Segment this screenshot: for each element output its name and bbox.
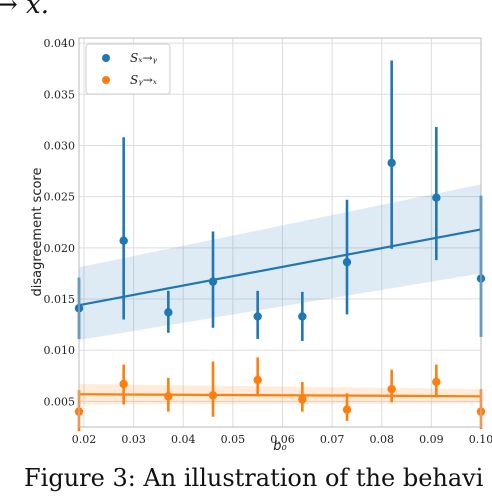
data-point	[208, 391, 218, 400]
data-point	[432, 377, 441, 387]
x-tick-label: 0.06	[270, 433, 295, 446]
x-tick-label: 0.05	[221, 433, 246, 446]
x-tick-label: 0.10	[469, 433, 492, 446]
data-point	[253, 312, 262, 321]
y-tick-label: 0.020	[44, 242, 76, 255]
legend-marker-y-to-x	[102, 76, 110, 84]
data-point	[119, 236, 128, 245]
y-tick-label: 0.035	[44, 88, 76, 101]
regression-line-1	[78, 393, 482, 398]
legend-entry-x-to-y: Sₓ→ᵧ	[130, 51, 158, 65]
y-tick-labels: 0.005 0.010 0.015 0.020 0.025 0.030 0.035 0.040	[44, 37, 76, 408]
x-tick-label: 0.04	[171, 433, 196, 446]
confidence-band-0	[79, 184, 481, 340]
x-tick-label: 0.09	[419, 433, 444, 446]
legend-marker-x-to-y	[102, 54, 110, 62]
data-point	[387, 384, 396, 394]
data-point	[298, 312, 307, 321]
data-point	[432, 193, 441, 202]
x-tick-labels: 0.02 0.03 0.04 0.05 0.06 0.07 0.08 0.09 0.10	[72, 433, 492, 446]
x-tick-label: 0.03	[121, 433, 146, 446]
y-tick-label: 0.005	[44, 395, 76, 408]
data-point	[119, 379, 128, 389]
data-points	[74, 158, 486, 416]
y-tick-label: 0.040	[44, 37, 76, 50]
x-tick-label: 0.02	[72, 433, 97, 446]
y-axis-label: disagreement score	[30, 168, 45, 297]
grid	[79, 38, 482, 427]
x-axis-label: b₀	[273, 439, 287, 454]
data-point	[387, 158, 396, 168]
y-tick-label: 0.025	[44, 191, 76, 204]
legend-box	[85, 43, 171, 95]
x-tick-label: 0.08	[369, 433, 394, 446]
data-point	[208, 277, 218, 286]
top-text-fragment: → x.	[0, 0, 49, 20]
regression-lines	[78, 228, 482, 398]
data-point	[253, 375, 262, 385]
legend-entry-y-to-x: Sᵧ→ₓ	[130, 73, 158, 87]
plot-frame	[78, 37, 482, 428]
data-point	[298, 395, 307, 404]
y-tick-label: 0.030	[44, 139, 76, 152]
y-tick-label: 0.015	[44, 293, 76, 306]
data-point	[164, 392, 173, 401]
x-tick-label: 0.07	[320, 433, 345, 446]
legend: Sₓ→ᵧ Sᵧ→ₓ	[85, 43, 171, 95]
figure-caption: Figure 3: An illustration of the behavi	[24, 464, 484, 492]
data-point	[164, 308, 173, 317]
regression-line-0	[78, 228, 482, 307]
y-tick-label: 0.010	[44, 344, 76, 357]
data-point	[342, 405, 352, 414]
data-point	[342, 257, 352, 267]
